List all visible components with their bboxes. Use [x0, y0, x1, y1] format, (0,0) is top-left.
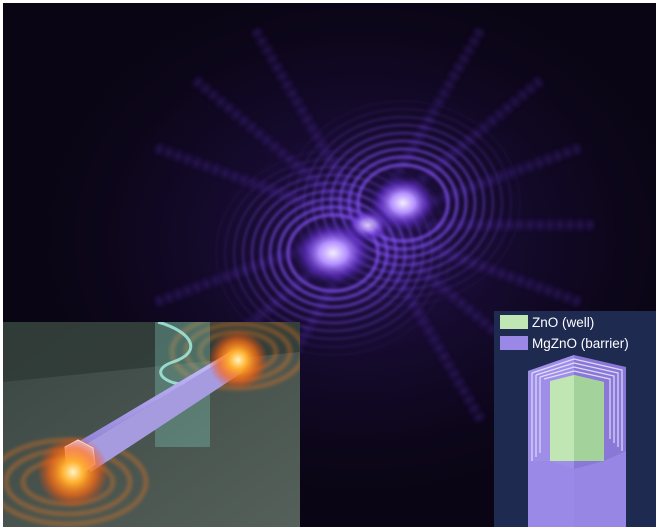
diffraction-streak — [366, 142, 586, 229]
legend-label-well: ZnO (well) — [532, 314, 595, 330]
legend-label-barrier: MgZnO (barrier) — [532, 335, 629, 351]
interference-ring — [277, 205, 389, 301]
nanowire-laser-inset — [3, 322, 300, 527]
diffraction-streak — [364, 223, 487, 427]
interference-ring — [329, 139, 477, 267]
nanowire-laser-icon — [3, 322, 300, 527]
legend-item-barrier: MgZnO (barrier) — [500, 334, 629, 352]
interference-ring — [250, 181, 416, 325]
interference-ring — [311, 123, 495, 283]
core-shell-inset: ZnO (well) MgZnO (barrier) — [494, 311, 656, 527]
interference-ring — [215, 150, 451, 356]
diffraction-streak — [364, 23, 487, 228]
interference-ring — [294, 108, 512, 298]
lobe-center — [346, 209, 390, 241]
lobe-lower — [293, 221, 373, 285]
emission-spot-left — [37, 436, 109, 508]
interference-ring — [320, 131, 486, 275]
interference-ring — [356, 163, 450, 243]
diffraction-streak — [365, 74, 547, 229]
diffraction-streak — [249, 23, 372, 228]
legend-item-well: ZnO (well) — [500, 313, 594, 331]
interference-pattern-image — [3, 3, 656, 527]
interference-ring — [338, 147, 468, 259]
core-shell-nanowire-icon — [528, 355, 626, 527]
diffraction-streak — [150, 142, 370, 229]
interference-ring — [347, 155, 459, 251]
diffraction-streak — [189, 74, 371, 229]
diffraction-streak — [366, 221, 586, 308]
barrier-swatch — [500, 336, 528, 350]
interference-ring — [268, 197, 398, 309]
interference-ring — [224, 158, 442, 348]
interference-ring — [285, 100, 521, 306]
emission-spot-right — [208, 330, 268, 390]
diffraction-streak — [150, 221, 370, 308]
well-swatch — [500, 315, 528, 329]
interference-rings — [215, 100, 521, 356]
interference-ring — [303, 116, 503, 290]
